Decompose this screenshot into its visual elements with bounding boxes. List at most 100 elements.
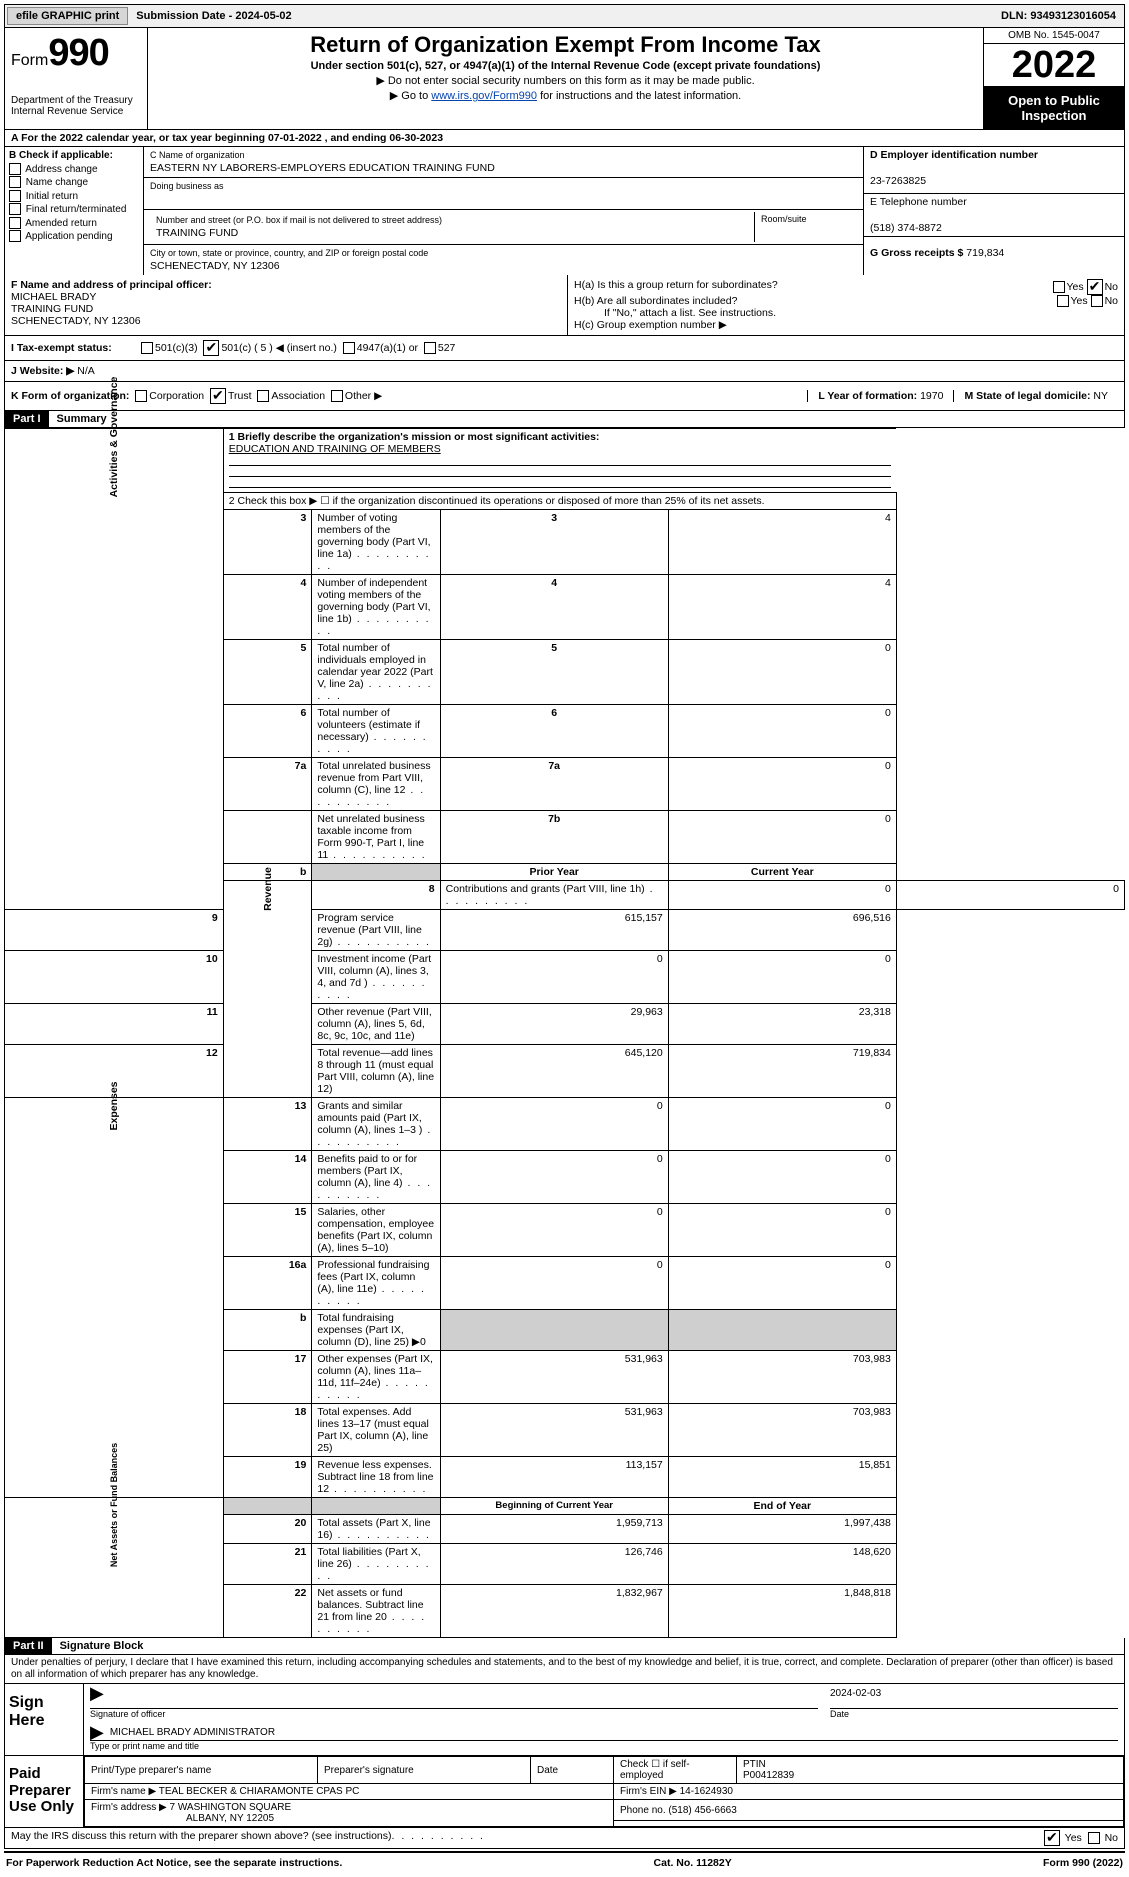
cb-hb-no[interactable]	[1091, 295, 1103, 307]
cb-assoc[interactable]	[257, 390, 269, 402]
cb-trust[interactable]	[210, 388, 226, 404]
cb-ha-yes[interactable]	[1053, 281, 1065, 293]
col-de: D Employer identification number 23-7263…	[864, 147, 1124, 275]
sign-here-label: Sign Here	[5, 1684, 84, 1755]
cell-c-name: C Name of organization EASTERN NY LABORE…	[144, 147, 863, 178]
rev-row-10: 10Investment income (Part VIII, column (…	[5, 951, 1125, 1004]
arrow-icon: ▶	[90, 1727, 104, 1738]
name-label: Type or print name and title	[90, 1741, 1118, 1751]
part2-header: Part II Signature Block	[4, 1638, 1125, 1655]
date-label: Date	[830, 1709, 1118, 1719]
pp-firm-ein: Firm's EIN ▶ 14-1624930	[614, 1784, 1124, 1800]
arrow-icon: ▶	[90, 1688, 104, 1706]
cb-501c[interactable]	[203, 340, 219, 356]
row-klm: K Form of organization: Corporation Trus…	[4, 382, 1125, 411]
side-governance: Activities & Governance	[5, 429, 224, 910]
pp-firm-name: Firm's name ▶ TEAL BECKER & CHIARAMONTE …	[85, 1784, 614, 1800]
hb-note: If "No," attach a list. See instructions…	[574, 307, 1118, 319]
cell-city: City or town, state or province, country…	[144, 245, 863, 275]
line2: 2 Check this box ▶ ☐ if the organization…	[223, 493, 896, 510]
submission-label: Submission Date - 2024-05-02	[130, 10, 297, 22]
sig-label: Signature of officer	[90, 1709, 818, 1719]
header-mid: Return of Organization Exempt From Incom…	[148, 28, 983, 129]
block-bcde: B Check if applicable: Address change Na…	[4, 147, 1125, 275]
top-bar: efile GRAPHIC print Submission Date - 20…	[4, 4, 1125, 28]
cb-amended[interactable]	[9, 217, 21, 229]
tax-year: 2022	[984, 44, 1124, 87]
row-fh: F Name and address of principal officer:…	[4, 275, 1125, 336]
line-a: A For the 2022 calendar year, or tax yea…	[4, 130, 1125, 147]
discuss-line: May the IRS discuss this return with the…	[4, 1828, 1125, 1849]
officer-name: MICHAEL BRADY ADMINISTRATOR	[110, 1727, 275, 1738]
col-f: F Name and address of principal officer:…	[5, 275, 568, 335]
pp-col-date: Date	[531, 1757, 614, 1784]
cb-hb-yes[interactable]	[1057, 295, 1069, 307]
rev-row-12: 12Total revenue—add lines 8 through 11 (…	[5, 1045, 1125, 1098]
pp-firm-addr: Firm's address ▶ 7 WASHINGTON SQUARE ALB…	[85, 1800, 614, 1827]
cell-g-gross: G Gross receipts $ 719,834	[864, 237, 1124, 262]
paid-preparer-block: Paid Preparer Use Only Print/Type prepar…	[4, 1756, 1125, 1828]
part1-table: Activities & Governance 1 Briefly descri…	[4, 428, 1125, 1638]
note-2: ▶ Go to www.irs.gov/Form990 for instruct…	[156, 89, 975, 102]
col-c: C Name of organization EASTERN NY LABORE…	[144, 147, 864, 275]
cell-d-ein: D Employer identification number 23-7263…	[864, 147, 1124, 194]
cb-initial-return[interactable]	[9, 190, 21, 202]
dept-text: Department of the Treasury Internal Reve…	[11, 95, 141, 117]
cb-discuss-yes[interactable]	[1044, 1830, 1060, 1846]
declaration: Under penalties of perjury, I declare th…	[4, 1655, 1125, 1684]
footer-left: For Paperwork Reduction Act Notice, see …	[6, 1857, 342, 1869]
irs-link[interactable]: www.irs.gov/Form990	[431, 90, 537, 102]
hb-label: H(b) Are all subordinates included?	[574, 295, 737, 307]
cell-e-phone: E Telephone number (518) 374-8872	[864, 194, 1124, 237]
cb-corp[interactable]	[135, 390, 147, 402]
cb-app-pending[interactable]	[9, 230, 21, 242]
col-h: H(a) Is this a group return for subordin…	[568, 275, 1124, 335]
part1-header: Part I Summary	[4, 411, 1125, 428]
cb-final-return[interactable]	[9, 203, 21, 215]
ha-label: H(a) Is this a group return for subordin…	[574, 279, 778, 295]
header: Form990 Department of the Treasury Inter…	[4, 28, 1125, 130]
col-b: B Check if applicable: Address change Na…	[5, 147, 144, 275]
pp-phone: Phone no. (518) 456-6663	[614, 1800, 1124, 1821]
pp-ptin: PTINP00412839	[737, 1757, 1124, 1784]
paid-preparer-label: Paid Preparer Use Only	[5, 1756, 84, 1827]
form-number: Form990	[11, 32, 141, 75]
cb-other[interactable]	[331, 390, 343, 402]
note-1: ▶ Do not enter social security numbers o…	[156, 74, 975, 87]
pp-col-sig: Preparer's signature	[318, 1757, 531, 1784]
cb-527[interactable]	[424, 342, 436, 354]
dln: DLN: 93493123016054	[993, 8, 1124, 24]
row-i: I Tax-exempt status: 501(c)(3) 501(c) ( …	[4, 336, 1125, 361]
col-m: M State of legal domicile: NY	[953, 390, 1118, 402]
pp-col-name: Print/Type preparer's name	[85, 1757, 318, 1784]
cb-address-change[interactable]	[9, 163, 21, 175]
col-b-label: B Check if applicable:	[9, 150, 113, 161]
line1: 1 Briefly describe the organization's mi…	[223, 429, 896, 493]
row-j: J Website: ▶ N/A	[4, 361, 1125, 382]
efile-button[interactable]: efile GRAPHIC print	[7, 7, 128, 25]
rev-row-11: 11Other revenue (Part VIII, column (A), …	[5, 1004, 1125, 1045]
cb-501c3[interactable]	[141, 342, 153, 354]
sign-block: Sign Here ▶ Signature of officer 2024-02…	[4, 1684, 1125, 1756]
cb-ha-no[interactable]	[1087, 279, 1103, 295]
pp-self-employed: Check ☐ if self-employed	[614, 1757, 737, 1784]
omb-number: OMB No. 1545-0047	[984, 28, 1124, 44]
side-revenue: Revenue	[223, 881, 312, 1098]
footer-mid: Cat. No. 11282Y	[654, 1857, 732, 1869]
cell-dba: Doing business as	[144, 178, 863, 209]
hc-label: H(c) Group exemption number ▶	[574, 319, 1118, 331]
footer: For Paperwork Reduction Act Notice, see …	[4, 1851, 1125, 1873]
cb-name-change[interactable]	[9, 176, 21, 188]
side-netassets: Net Assets or Fund Balances	[5, 1498, 224, 1638]
sign-date: 2024-02-03	[830, 1688, 881, 1706]
cb-4947[interactable]	[343, 342, 355, 354]
form-title: Return of Organization Exempt From Incom…	[156, 32, 975, 58]
rev-row-9: 9Program service revenue (Part VIII, lin…	[5, 910, 1125, 951]
header-left: Form990 Department of the Treasury Inter…	[5, 28, 148, 129]
cell-address: Number and street (or P.O. box if mail i…	[144, 210, 863, 245]
paid-table: Print/Type preparer's name Preparer's si…	[84, 1756, 1124, 1827]
open-to-public: Open to Public Inspection	[984, 87, 1124, 129]
cb-discuss-no[interactable]	[1088, 1832, 1100, 1844]
footer-right: Form 990 (2022)	[1043, 1857, 1123, 1869]
col-l: L Year of formation: 1970	[807, 390, 953, 402]
